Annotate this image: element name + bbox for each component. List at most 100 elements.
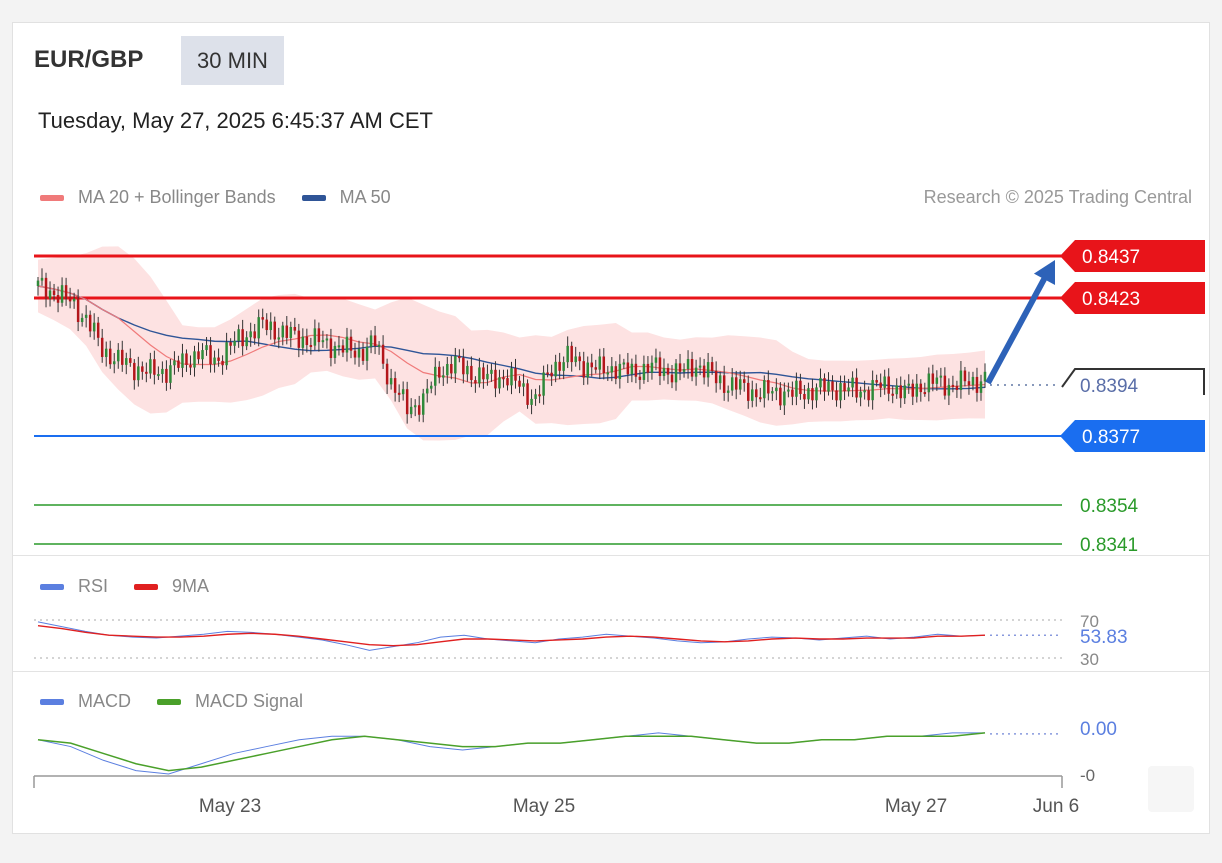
candle-body <box>213 357 216 365</box>
candle-body <box>698 365 702 368</box>
candle-body <box>173 360 176 366</box>
candle-body <box>975 376 979 393</box>
candle-body <box>650 362 654 373</box>
candle-body <box>261 317 264 320</box>
candle-body <box>963 370 967 382</box>
candle-body <box>277 337 281 340</box>
candle-body <box>823 378 826 392</box>
candle-body <box>718 375 722 384</box>
legend-item-rsi-9ma: 9MA <box>134 576 209 597</box>
candle-body <box>88 314 92 332</box>
candle-body <box>851 377 854 388</box>
candle-body <box>209 345 212 365</box>
candle-body <box>594 367 598 370</box>
legend-label-9ma: 9MA <box>172 576 210 596</box>
candle-body <box>161 368 164 375</box>
legend-label-macd-signal: MACD Signal <box>195 691 304 711</box>
currency-pair-title: EUR/GBP <box>34 46 144 73</box>
candle-body <box>835 390 838 401</box>
candle-body <box>602 356 606 373</box>
candle-body <box>405 389 409 415</box>
panel-divider <box>13 671 1209 672</box>
candle-body <box>401 389 405 395</box>
candle-body <box>899 385 902 399</box>
candle-body <box>919 383 923 393</box>
candle-body <box>76 298 80 323</box>
support-price-label: 0.8341 <box>1080 535 1138 556</box>
x-tick-label: May 25 <box>513 796 575 817</box>
candle-body <box>642 363 646 380</box>
candle-body <box>606 372 610 375</box>
candle-body <box>554 361 557 377</box>
candle-body <box>337 345 341 348</box>
resistance-price-label: 0.8437 <box>1082 247 1140 268</box>
candle-body <box>526 383 529 405</box>
candle-body <box>189 364 192 368</box>
research-credit: Research © 2025 Trading Central <box>923 187 1192 207</box>
timeframe-badge[interactable]: 30 MIN <box>181 36 284 85</box>
pivot-price-label: 0.8377 <box>1082 427 1140 448</box>
rsi-legend: RSI 9MA <box>40 576 235 597</box>
candle-body <box>325 338 329 341</box>
macd-axis-label: -0 <box>1080 766 1095 785</box>
candle-body <box>217 357 220 361</box>
candle-body <box>562 362 565 371</box>
main-legend: MA 20 + Bollinger Bands MA 50 <box>40 187 417 208</box>
candle-body <box>490 369 493 374</box>
candle-body <box>666 367 670 375</box>
candle-body <box>421 393 425 415</box>
legend-swatch-rsi <box>40 583 64 590</box>
rsi-current-label: 53.83 <box>1080 627 1128 648</box>
candle-body <box>654 357 658 363</box>
candle-body <box>442 375 445 378</box>
candle-body <box>751 389 754 401</box>
candle-body <box>558 361 561 371</box>
candle-body <box>875 380 878 383</box>
candle-body <box>630 363 634 375</box>
candle-body <box>329 338 333 358</box>
candle-body <box>389 378 393 385</box>
candle-body <box>257 317 260 339</box>
expand-button[interactable] <box>1148 766 1194 812</box>
candle-body <box>967 381 971 386</box>
candle-body <box>121 349 124 365</box>
candle-body <box>915 383 919 397</box>
candle-body <box>409 406 413 415</box>
candle-body <box>582 361 585 378</box>
timestamp: Tuesday, May 27, 2025 6:45:37 AM CET <box>38 108 433 133</box>
candle-body <box>690 359 694 377</box>
candle-body <box>714 370 718 384</box>
candle-body <box>702 365 706 378</box>
candle-body <box>951 384 955 387</box>
candle-body <box>722 375 726 393</box>
candle-body <box>141 366 144 372</box>
candle-body <box>345 336 349 353</box>
candle-body <box>129 358 132 363</box>
candle-body <box>470 365 473 381</box>
resistance-price-label: 0.8423 <box>1082 289 1140 310</box>
candle-body <box>670 374 674 383</box>
candle-body <box>586 362 589 378</box>
bollinger-band <box>38 246 985 441</box>
candle-body <box>349 336 353 351</box>
candle-body <box>574 356 577 363</box>
candle-body <box>96 322 100 338</box>
candle-body <box>446 363 449 376</box>
candle-body <box>955 385 959 390</box>
candle-body <box>438 366 441 378</box>
candle-body <box>281 325 285 338</box>
macd-legend: MACD MACD Signal <box>40 691 329 712</box>
candle-body <box>734 377 738 390</box>
candle-body <box>153 359 156 375</box>
candle-body <box>827 381 830 392</box>
candle-body <box>253 331 256 339</box>
candle-body <box>289 326 293 338</box>
candle-body <box>341 345 345 353</box>
candle-body <box>831 381 834 391</box>
candle-body <box>185 353 188 365</box>
candle-body <box>939 375 943 378</box>
candle-body <box>285 325 289 338</box>
legend-label-macd: MACD <box>78 691 131 711</box>
candle-body <box>197 351 200 360</box>
candle-body <box>855 377 858 398</box>
